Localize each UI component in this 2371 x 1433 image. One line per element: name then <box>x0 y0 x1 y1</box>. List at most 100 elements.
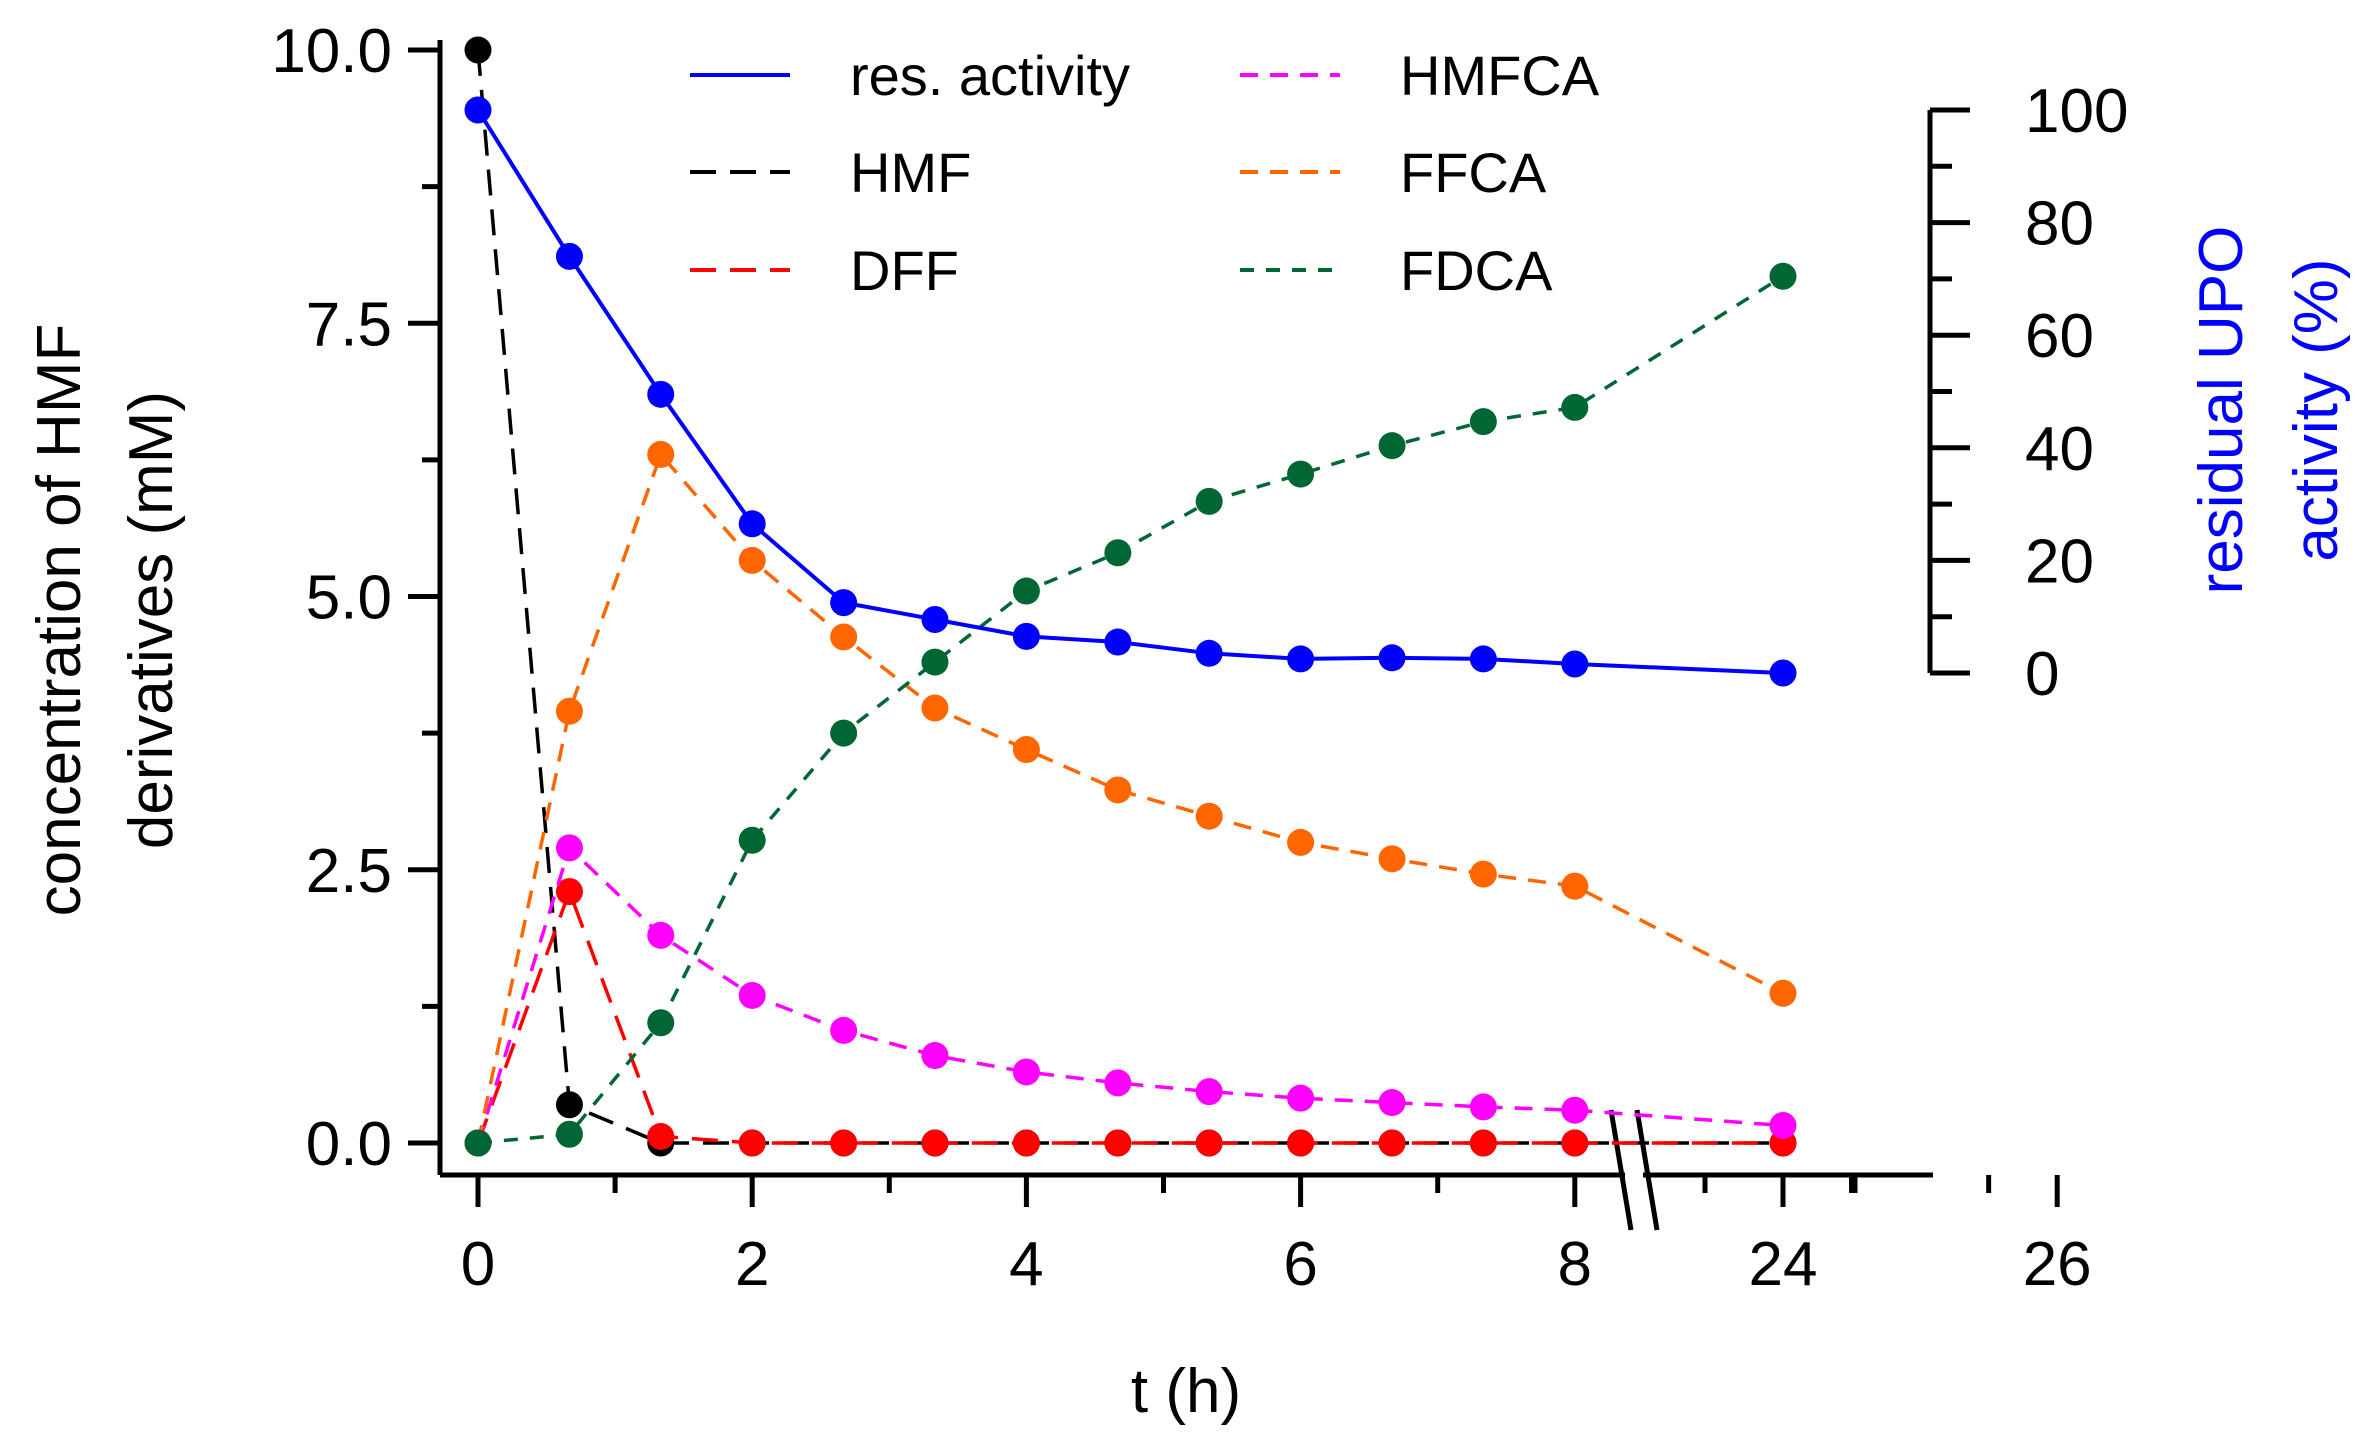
data-point-FDCA <box>647 1009 675 1037</box>
data-point-HMFCA <box>1012 1058 1040 1086</box>
data-point-FFCA <box>1195 802 1223 830</box>
right-y-axis-title: residual UPO <box>2187 226 2256 595</box>
x-tick-label: 4 <box>1009 1230 1043 1299</box>
legend: res. activity HMF DFF HMFCA FFCA FDCA <box>690 44 1600 302</box>
right-y-tick-label: 80 <box>2025 190 2094 259</box>
data-point-FFCA <box>555 697 583 725</box>
series-line-DFF <box>476 886 1783 1145</box>
data-point-FDCA <box>830 719 858 747</box>
data-point-FFCA <box>1769 979 1797 1007</box>
data-point-FFCA <box>830 623 858 651</box>
data-point-FDCA <box>1469 408 1497 436</box>
left-y-tick-label: 5.0 <box>306 564 392 633</box>
data-point-FDCA <box>1378 432 1406 460</box>
data-point-FFCA <box>1104 776 1132 804</box>
data-point-HMFCA <box>1561 1096 1589 1124</box>
x-tick-label: 6 <box>1283 1230 1317 1299</box>
x-axis-break-mark <box>1608 1109 1634 1231</box>
data-point-FDCA <box>555 1120 583 1148</box>
data-point-res_activity <box>738 510 766 538</box>
data-point-HMFCA <box>1378 1089 1406 1117</box>
legend-label-FFCA: FFCA <box>1400 141 1547 204</box>
data-point-DFF <box>1561 1129 1589 1157</box>
data-point-HMFCA <box>830 1016 858 1044</box>
data-point-res_activity <box>555 242 583 270</box>
data-point-DFF <box>1104 1129 1132 1157</box>
x-tick-label: 24 <box>1749 1230 1818 1299</box>
data-point-DFF <box>1378 1129 1406 1157</box>
data-point-res_activity <box>1561 650 1589 678</box>
data-point-res_activity <box>1287 645 1315 673</box>
data-point-DFF <box>921 1129 949 1157</box>
right-y-tick-label: 40 <box>2025 415 2094 484</box>
x-tick-label: 2 <box>735 1230 769 1299</box>
data-point-FDCA <box>1104 539 1132 567</box>
data-point-FDCA <box>921 648 949 676</box>
data-point-HMFCA <box>1104 1069 1132 1097</box>
x-tick-label: 8 <box>1558 1230 1592 1299</box>
series-line-HMF <box>476 49 1783 1145</box>
data-point-FFCA <box>921 694 949 722</box>
data-point-HMF <box>555 1091 583 1119</box>
data-point-HMFCA <box>1195 1078 1223 1106</box>
data-point-res_activity <box>464 96 492 124</box>
data-point-res_activity <box>1012 622 1040 650</box>
data-point-FFCA <box>1378 845 1406 873</box>
data-point-FDCA <box>464 1129 492 1157</box>
data-point-FFCA <box>1012 736 1040 764</box>
data-point-HMFCA <box>1469 1093 1497 1121</box>
left-y-axis-title: concentration of HMF <box>25 324 94 917</box>
data-point-res_activity <box>1469 645 1497 673</box>
data-point-DFF <box>738 1129 766 1157</box>
legend-label-HMFCA: HMFCA <box>1400 44 1600 107</box>
data-point-FDCA <box>1769 262 1797 290</box>
data-point-DFF <box>1012 1129 1040 1157</box>
series-line-FFCA <box>476 450 1784 1144</box>
x-tick-label: 26 <box>2023 1230 2092 1299</box>
data-point-FFCA <box>1287 828 1315 856</box>
data-point-res_activity <box>921 606 949 634</box>
data-point-HMFCA <box>647 921 675 949</box>
data-series <box>464 36 1797 1157</box>
data-point-res_activity <box>1195 639 1223 667</box>
data-point-HMFCA <box>921 1042 949 1070</box>
data-point-res_activity <box>1769 659 1797 687</box>
left-y-tick-label: 0.0 <box>306 1110 392 1179</box>
right-y-tick-label: 100 <box>2025 77 2128 146</box>
right-y-tick-label: 60 <box>2025 302 2094 371</box>
data-point-res_activity <box>1104 628 1132 656</box>
series-line-res_activity <box>476 108 1784 675</box>
data-point-FDCA <box>1561 393 1589 421</box>
data-point-HMFCA <box>1287 1084 1315 1112</box>
left-y-axis-title: derivatives (mM) <box>117 391 186 849</box>
right-y-tick-label: 20 <box>2025 527 2094 596</box>
legend-label-FDCA: FDCA <box>1400 239 1553 302</box>
series-line-FDCA <box>477 274 1784 1145</box>
data-point-HMFCA <box>738 981 766 1009</box>
data-point-DFF <box>1195 1129 1223 1157</box>
legend-label-DFF: DFF <box>850 239 959 302</box>
x-axis-break-mark <box>1634 1109 1660 1231</box>
series-line-HMFCA <box>476 844 1784 1144</box>
x-tick-label: 0 <box>461 1230 495 1299</box>
data-point-FFCA <box>1561 872 1589 900</box>
data-point-HMF <box>464 36 492 64</box>
data-point-res_activity <box>647 380 675 408</box>
data-point-DFF <box>830 1129 858 1157</box>
data-point-DFF <box>555 878 583 906</box>
data-point-res_activity <box>830 589 858 617</box>
data-point-DFF <box>1287 1129 1315 1157</box>
data-point-FFCA <box>1469 860 1497 888</box>
left-y-tick-label: 7.5 <box>306 290 392 359</box>
legend-label-HMF: HMF <box>850 141 971 204</box>
x-axis-title: t (h) <box>1131 1357 1241 1426</box>
right-y-axis-title: activity (%) <box>2282 258 2351 561</box>
data-point-FFCA <box>647 440 675 468</box>
legend-label-res_activity: res. activity <box>850 44 1130 107</box>
data-point-DFF <box>647 1122 675 1150</box>
data-point-HMFCA <box>555 834 583 862</box>
data-point-HMFCA <box>1769 1112 1797 1140</box>
left-y-tick-label: 10.0 <box>271 17 392 86</box>
data-point-FDCA <box>1287 460 1315 488</box>
